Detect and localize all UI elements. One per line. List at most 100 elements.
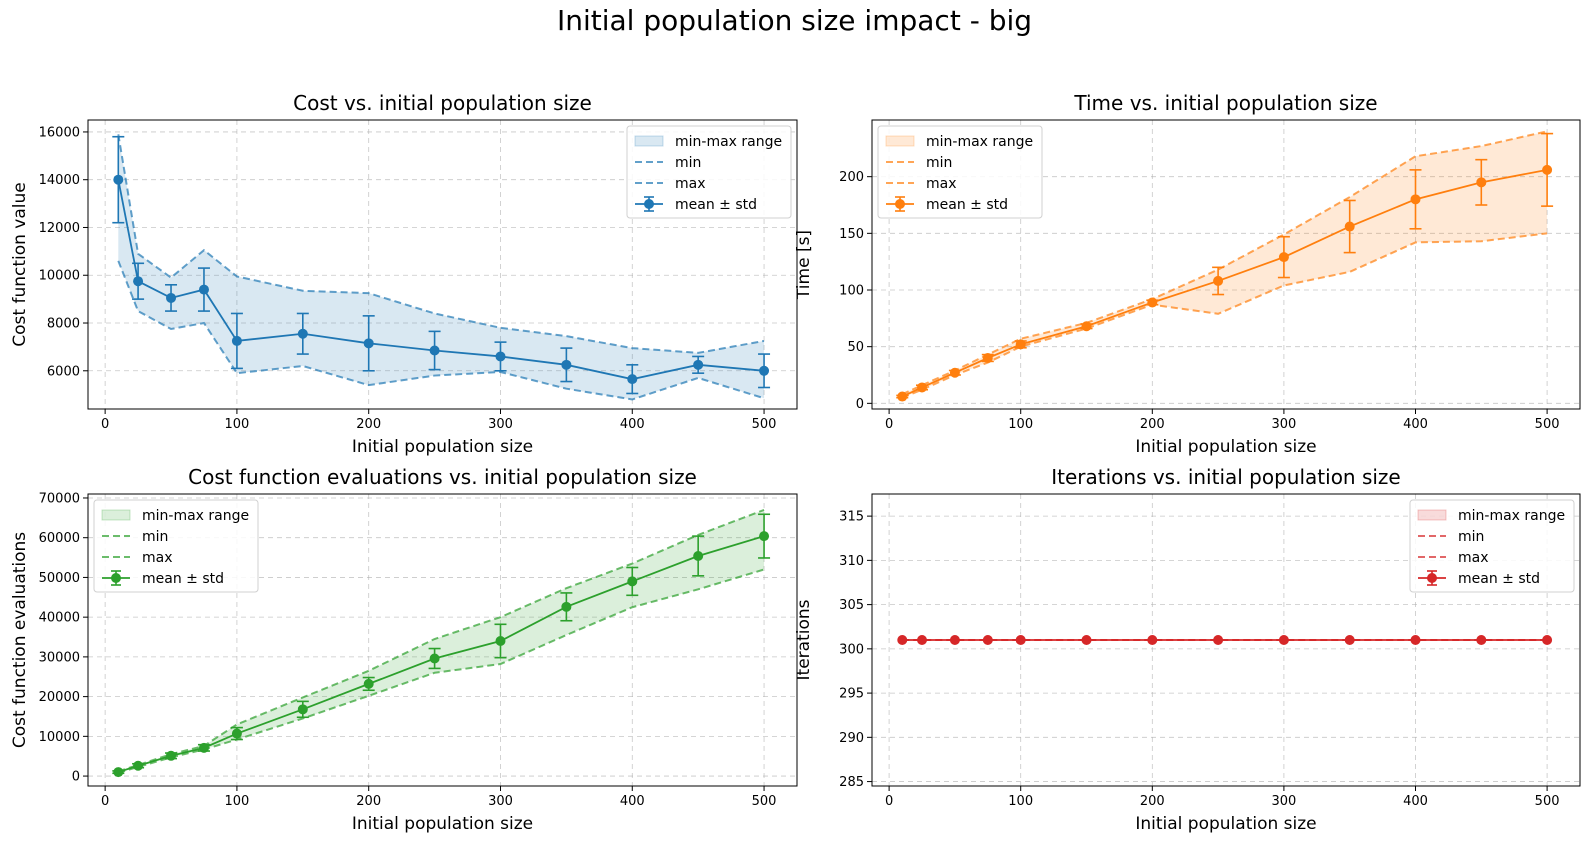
- chart-4-legend-label-max: max: [1458, 550, 1489, 566]
- chart-1-legend-label-max: max: [675, 176, 706, 192]
- chart-3-point-200: [363, 678, 374, 689]
- chart-3-ytick-label-40000: 40000: [39, 611, 80, 626]
- chart-1-point-400: [627, 374, 638, 385]
- figure-suptitle: Initial population size impact - big: [556, 4, 1033, 37]
- chart-2-plot-area: [896, 130, 1554, 402]
- chart-2-ylabel: Time [s]: [794, 230, 814, 300]
- chart-2: 0 100 200 300 400 500 0 50 100 150 200 Time vs. ini…: [794, 91, 1581, 457]
- chart-4-point-450: [1476, 635, 1487, 645]
- chart-3-axes-frame: [87, 493, 798, 787]
- chart-3-point-100: [231, 728, 242, 739]
- chart-2-point-250: [1213, 275, 1224, 286]
- chart-3-point-350: [561, 601, 572, 612]
- chart-3-point-75: [198, 742, 209, 753]
- chart-2-minmax-range: [902, 131, 1548, 398]
- chart-4-ylabel: Iterations: [794, 599, 814, 680]
- chart-1-legend-box: [626, 125, 792, 219]
- chart-3-ytick-label-20000: 20000: [39, 690, 80, 705]
- chart-4-xtick-label-300: 300: [1271, 794, 1296, 809]
- chart-2-legend-swatch-range: [885, 135, 915, 147]
- chart-2-legend-box: [877, 125, 1043, 219]
- chart-4-legend-label-mean-std: mean ± std: [1458, 571, 1540, 587]
- chart-4-point-25: [917, 635, 928, 645]
- chart-1-ytick-label-8000: 8000: [47, 317, 80, 332]
- chart-2-point-25: [917, 382, 928, 393]
- chart-4-xtick-label-0: 0: [885, 794, 893, 809]
- chart-1-xtick-label-100: 100: [225, 417, 250, 432]
- chart-4-axes-frame: [871, 493, 1581, 787]
- chart-1-series-min: [117, 260, 765, 401]
- chart-1-xtick-label-400: 400: [620, 417, 645, 432]
- chart-3-legend-label-mean-std: mean ± std: [142, 571, 224, 587]
- chart-4-xtick-label-100: 100: [1008, 794, 1033, 809]
- chart-4-plot-area: [897, 635, 1553, 645]
- chart-3-ytick-label-10000: 10000: [39, 730, 80, 745]
- chart-1-point-10: [113, 174, 124, 185]
- chart-2-xtick-label-100: 100: [1008, 417, 1033, 432]
- chart-3-plot-area: [112, 508, 771, 778]
- chart-1-ytick-label-10000: 10000: [39, 269, 80, 284]
- chart-1-point-500: [759, 365, 770, 376]
- chart-3-title: Cost function evaluations vs. initial po…: [188, 465, 697, 489]
- chart-4-point-150: [1081, 635, 1092, 645]
- chart-2-legend-label-max: max: [926, 176, 957, 192]
- chart-3-xtick-label-200: 200: [356, 794, 381, 809]
- chart-1-point-450: [693, 359, 704, 370]
- chart-4-xlabel: Initial population size: [1135, 814, 1316, 834]
- chart-3-point-450: [693, 550, 704, 561]
- chart-1-axes-frame: [87, 119, 798, 410]
- chart-1-legend: min-max range min max mean ± std: [626, 125, 792, 219]
- chart-1-legend-swatch-range: [634, 135, 664, 147]
- chart-4-ytick-label-300: 300: [839, 642, 864, 657]
- chart-3-xlabel: Initial population size: [352, 814, 533, 834]
- chart-2-xtick-label-300: 300: [1271, 417, 1296, 432]
- chart-3-point-25: [133, 760, 144, 771]
- chart-1-ylabel: Cost function value: [10, 182, 30, 346]
- chart-2-point-500: [1542, 164, 1553, 175]
- chart-2-point-400: [1410, 194, 1421, 205]
- chart-2-ytick-label-150: 150: [839, 227, 864, 242]
- chart-4-xtick-label-500: 500: [1535, 794, 1560, 809]
- chart-1-legend-swatch-mean-marker: [644, 199, 654, 209]
- chart-3-legend-label-min-max-range: min-max range: [142, 508, 249, 524]
- chart-3-ylabel: Cost function evaluations: [10, 532, 30, 748]
- chart-2-xlabel: Initial population size: [1135, 437, 1316, 457]
- chart-2-point-50: [949, 367, 960, 378]
- chart-1-ytick-label-6000: 6000: [47, 364, 80, 379]
- chart-2-point-10: [897, 391, 908, 402]
- chart-1-title: Cost vs. initial population size: [293, 91, 592, 115]
- chart-2-legend-label-min-max-range: min-max range: [926, 134, 1033, 150]
- chart-3-xtick-label-400: 400: [620, 794, 645, 809]
- chart-1-point-25: [133, 276, 144, 287]
- chart-3-legend-swatch-mean-marker: [111, 573, 121, 583]
- chart-1-legend-label-mean-std: mean ± std: [675, 197, 757, 213]
- chart-3-ytick-label-30000: 30000: [39, 650, 80, 665]
- chart-3-ytick-label-50000: 50000: [39, 571, 80, 586]
- chart-4-point-100: [1015, 635, 1026, 645]
- chart-4-legend-label-min: min: [1458, 529, 1484, 545]
- chart-1-point-75: [198, 284, 209, 295]
- chart-4-legend-swatch-mean-marker: [1427, 573, 1437, 583]
- chart-3-legend-swatch-range: [101, 509, 131, 521]
- chart-4-ytick-label-305: 305: [839, 598, 864, 613]
- chart-2-xtick-label-200: 200: [1140, 417, 1165, 432]
- chart-2-legend-label-min: min: [926, 155, 952, 171]
- chart-1-point-100: [231, 335, 242, 346]
- chart-4-legend: min-max range min max mean ± std: [1409, 499, 1575, 593]
- chart-1-legend-label-min-max-range: min-max range: [675, 134, 782, 150]
- chart-3-ytick-label-60000: 60000: [39, 531, 80, 546]
- chart-4-point-500: [1542, 635, 1553, 645]
- chart-1-point-50: [166, 292, 177, 303]
- chart-2-point-200: [1147, 297, 1158, 308]
- chart-2-title: Time vs. initial population size: [1073, 91, 1377, 115]
- chart-3-ytick-label-70000: 70000: [39, 491, 80, 506]
- chart-4-point-250: [1213, 635, 1224, 645]
- chart-1-plot-area: [112, 134, 771, 401]
- chart-1-point-200: [363, 338, 374, 349]
- chart-2-point-75: [982, 353, 993, 363]
- chart-4-legend-label-min-max-range: min-max range: [1458, 508, 1565, 524]
- chart-4-point-75: [982, 635, 993, 645]
- chart-3-legend-label-max: max: [142, 550, 173, 566]
- chart-1-ytick-label-16000: 16000: [39, 125, 80, 140]
